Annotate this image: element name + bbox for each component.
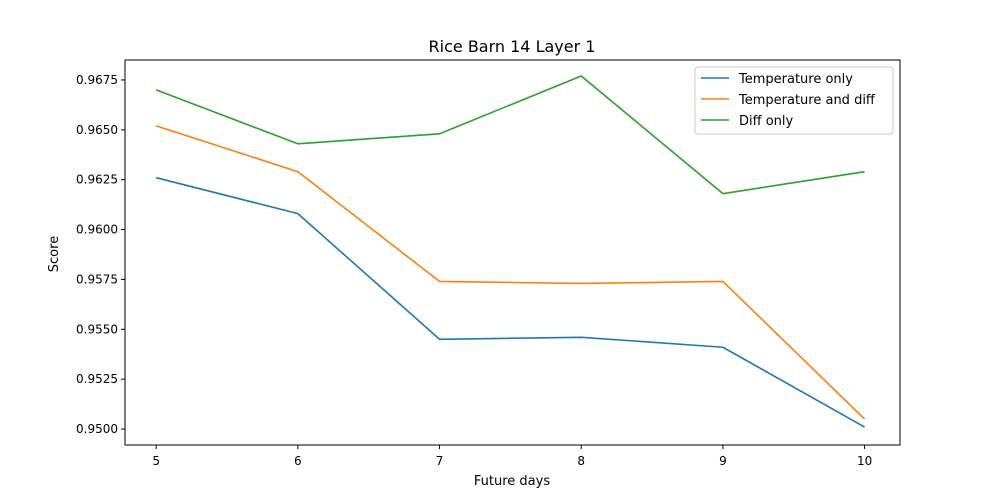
legend-label: Temperature only xyxy=(738,72,853,87)
series-line-0 xyxy=(155,176,865,428)
series-line-2 xyxy=(155,75,865,195)
y-axis-ticks: 0.9500 0.9525 0.9550 0.9575 0.9600 0.9625 0.96… xyxy=(76,73,125,436)
y-tick-label: 0.9625 xyxy=(76,173,118,187)
legend-label: Diff only xyxy=(739,114,794,129)
x-axis-ticks: 5 6 7 8 9 10 xyxy=(152,445,872,468)
y-axis-label: Score xyxy=(47,236,62,272)
x-tick-label: 8 xyxy=(577,454,585,468)
series-lines xyxy=(155,75,866,428)
x-tick-label: 6 xyxy=(294,454,302,468)
plot-frame xyxy=(124,59,901,446)
y-tick-label: 0.9550 xyxy=(76,322,118,336)
y-tick-label: 0.9600 xyxy=(76,223,118,237)
x-axis-label: Future days xyxy=(474,474,550,489)
x-tick-label: 10 xyxy=(857,454,872,468)
x-tick-label: 7 xyxy=(436,454,444,468)
y-tick-label: 0.9675 xyxy=(76,73,118,87)
y-tick-label: 0.9575 xyxy=(76,272,118,286)
chart-title: Rice Barn 14 Layer 1 xyxy=(429,37,596,56)
x-tick-label: 9 xyxy=(719,454,727,468)
y-tick-label: 0.9500 xyxy=(76,422,118,436)
x-tick-label: 5 xyxy=(152,454,160,468)
legend: Temperature only Temperature and diff Diff… xyxy=(694,66,894,135)
legend-box xyxy=(694,66,894,135)
y-tick-label: 0.9650 xyxy=(76,123,118,137)
legend-label: Temperature and diff xyxy=(738,93,876,108)
y-tick-label: 0.9525 xyxy=(76,372,118,386)
series-line-1 xyxy=(155,125,866,420)
